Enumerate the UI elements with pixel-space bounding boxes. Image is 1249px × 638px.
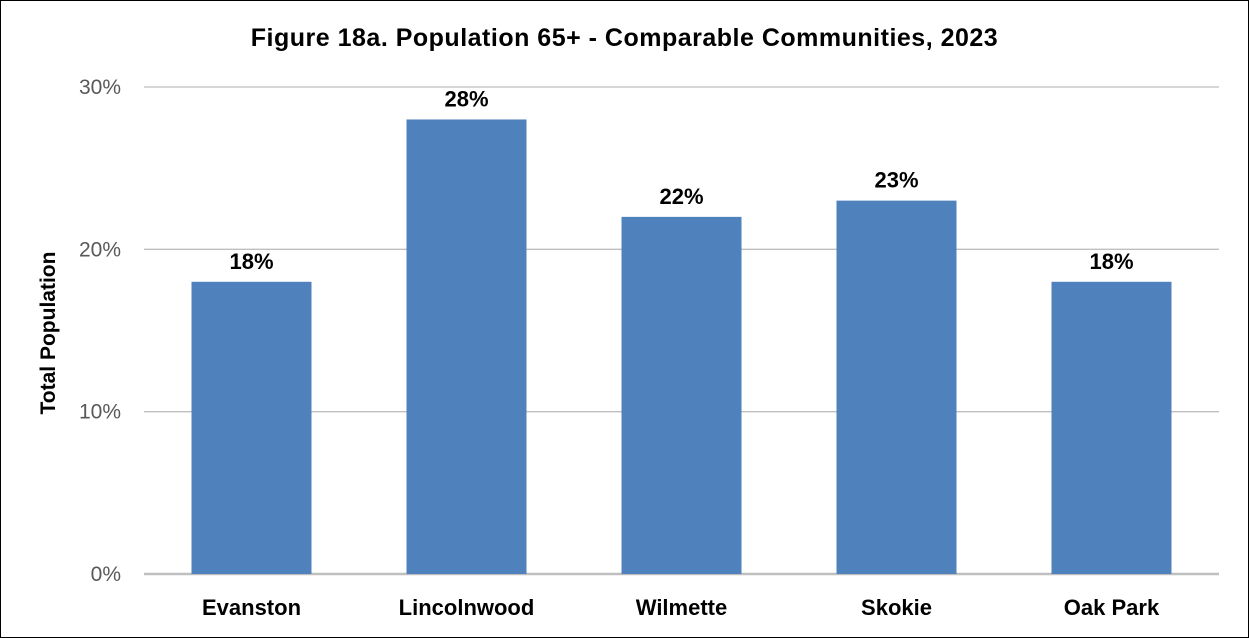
x-category-labels: Evanston Lincolnwood Wilmette Skokie Oak Par… xyxy=(202,595,1160,620)
y-tick-label: 0% xyxy=(91,563,121,586)
x-category-label: Skokie xyxy=(861,595,932,620)
data-label: 18% xyxy=(229,249,273,274)
bar-wilmette xyxy=(621,216,742,574)
x-category-label: Wilmette xyxy=(636,595,727,620)
bar-oak-park xyxy=(1051,281,1172,574)
chart-title: Figure 18a. Population 65+ - Comparable … xyxy=(250,24,999,52)
y-tick-labels: 0% 10% 20% 30% xyxy=(79,76,121,586)
y-tick-label: 30% xyxy=(79,76,121,99)
bar-skokie xyxy=(836,200,957,574)
x-category-label: Evanston xyxy=(202,595,301,620)
data-label: 18% xyxy=(1089,249,1133,274)
bar-lincolnwood xyxy=(406,119,527,574)
data-label: 22% xyxy=(659,184,703,209)
y-tick-label: 10% xyxy=(79,401,121,424)
bar-evanston xyxy=(191,281,312,574)
data-label: 28% xyxy=(444,86,488,111)
bar-series xyxy=(191,119,1172,574)
data-label: 23% xyxy=(874,168,918,193)
y-tick-label: 20% xyxy=(79,238,121,261)
x-category-label: Oak Park xyxy=(1064,595,1160,620)
x-category-label: Lincolnwood xyxy=(399,595,535,620)
data-labels: 18% 28% 22% 23% 18% xyxy=(229,86,1133,273)
